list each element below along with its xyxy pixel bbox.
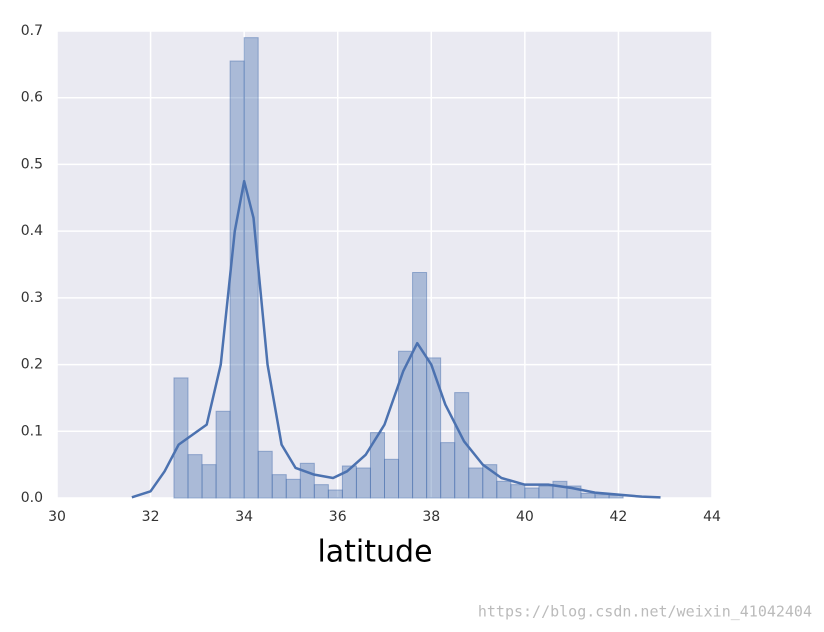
x-tick-label: 30: [48, 509, 66, 525]
histogram-bar: [384, 458, 400, 499]
histogram-bar: [426, 357, 442, 499]
x-axis-label: latitude: [317, 535, 432, 570]
histogram-bar: [215, 410, 231, 499]
histogram-bar: [243, 37, 259, 499]
histogram-bar: [398, 350, 414, 499]
histogram-bar: [187, 454, 203, 499]
histogram-bar: [594, 494, 610, 499]
histogram-bar: [285, 478, 301, 499]
kde-line: [131, 179, 661, 499]
y-tick-label: 0.5: [21, 156, 43, 172]
x-tick-label: 40: [516, 509, 534, 525]
x-tick-label: 34: [235, 509, 253, 525]
histogram-bar: [538, 485, 554, 499]
histogram-bar: [201, 464, 217, 499]
histogram-bar: [271, 474, 287, 499]
histogram-bar: [327, 489, 343, 499]
histogram-bar: [440, 442, 456, 499]
x-tick-label: 36: [329, 509, 347, 525]
y-tick-label: 0.0: [21, 490, 43, 506]
x-tick-label: 38: [422, 509, 440, 525]
y-tick-label: 0.7: [21, 23, 43, 39]
histogram-bar: [524, 487, 540, 499]
y-tick-label: 0.2: [21, 357, 43, 373]
histogram-bar: [468, 467, 484, 499]
histogram-bar: [496, 480, 512, 499]
y-tick-label: 0.3: [21, 290, 43, 306]
y-tick-label: 0.1: [21, 423, 43, 439]
x-tick-label: 32: [142, 509, 160, 525]
histogram-bar: [412, 272, 428, 499]
histogram-bar: [552, 480, 568, 499]
y-tick-label: 0.4: [21, 223, 43, 239]
histogram-bar: [510, 484, 526, 499]
histogram-bar: [257, 450, 273, 499]
histogram-bar: [299, 462, 315, 499]
histogram-bar: [355, 467, 371, 499]
histogram-bar: [313, 484, 329, 499]
x-tick-label: 44: [703, 509, 721, 525]
plot-area: [57, 31, 712, 498]
x-tick-label: 42: [610, 509, 628, 525]
watermark: https://blog.csdn.net/weixin_41042404: [478, 603, 812, 621]
histogram-bar: [580, 492, 596, 499]
y-tick-label: 0.6: [21, 90, 43, 106]
histogram-bar: [229, 60, 245, 499]
